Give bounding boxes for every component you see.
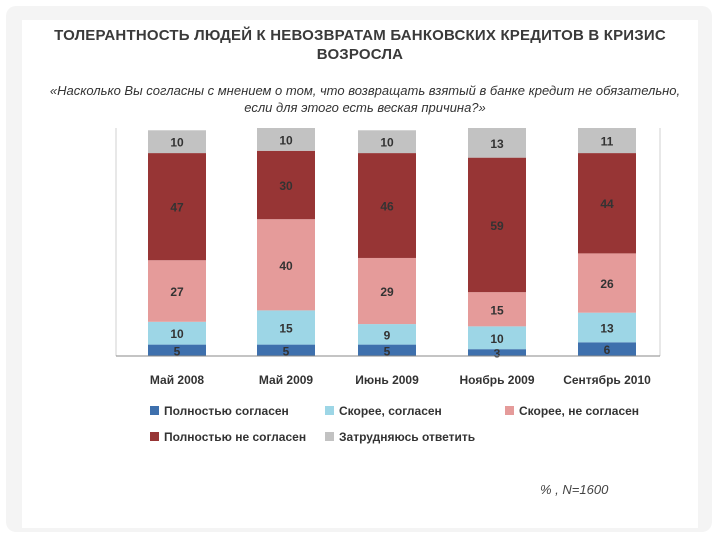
legend-entry: Затрудняюсь ответить [339,430,475,444]
data-label: 5 [174,344,181,358]
data-label: 13 [600,322,614,336]
bar-segment [257,128,315,151]
bar-segment [468,326,526,350]
bar-segment [257,310,315,345]
data-label: 59 [490,219,504,233]
data-label: 5 [384,344,391,358]
sample-note: % , N=1600 [540,482,609,497]
bar-segment [578,128,636,154]
bar-segment [358,324,416,345]
x-tick-label: Май 2009 [259,373,314,387]
data-label: 13 [490,137,504,151]
bar-segment [148,321,206,345]
slide-title: ТОЛЕРАНТНОСТЬ ЛЮДЕЙ К НЕВОЗВРАТАМ БАНКОВ… [54,27,666,63]
bar-segment [148,130,206,154]
x-tick-label: Май 2008 [150,373,205,387]
bar-segment [468,349,526,356]
data-label: 30 [279,179,293,193]
survey-question: «Насколько Вы согласны с мнением о том, … [49,83,681,115]
data-label: 3 [494,347,501,361]
legend-entry: Скорее, согласен [339,404,442,418]
bar-segment [358,344,416,356]
legend-swatch [505,406,514,415]
data-label: 47 [170,201,184,215]
bar-segment [578,312,636,343]
data-label: 44 [600,197,614,211]
data-label: 10 [170,327,184,341]
data-label: 10 [490,332,504,346]
data-label: 40 [279,259,293,273]
bar-segment [148,344,206,356]
bar-segment [358,130,416,154]
bar-segment [468,292,526,327]
bar-segment [257,150,315,220]
bar-segment [257,219,315,311]
bar-segment [358,153,416,258]
legend-entry: Скорее, не согласен [519,404,639,418]
data-label: 10 [380,136,394,150]
data-label: 10 [170,136,184,150]
legend-swatch [150,406,159,415]
bar-segment [578,153,636,254]
bar-segment [468,157,526,293]
data-label: 26 [600,277,614,291]
data-label: 9 [384,328,391,342]
data-label: 27 [170,285,184,299]
bar-segment [148,153,206,261]
x-tick-label: Сентябрь 2010 [563,373,651,387]
bar-segment [468,128,526,158]
data-label: 10 [279,133,293,147]
bar-segment [578,253,636,313]
data-label: 46 [380,200,394,214]
bar-segment [578,342,636,356]
legend-swatch [325,432,334,441]
legend-swatch [150,432,159,441]
data-label: 6 [604,343,611,357]
bar-segment [148,260,206,322]
legend-entry: Полностью не согласен [164,430,306,444]
bar-segment [257,344,315,356]
data-label: 11 [601,135,614,149]
legend-entry: Полностью согласен [164,404,289,418]
data-label: 29 [380,285,394,299]
data-label: 15 [279,322,293,336]
x-tick-label: Июнь 2009 [355,373,419,387]
data-label: 5 [283,344,290,358]
legend-swatch [325,406,334,415]
bar-segment [358,257,416,325]
data-label: 15 [490,303,504,317]
x-tick-label: Ноябрь 2009 [460,373,535,387]
